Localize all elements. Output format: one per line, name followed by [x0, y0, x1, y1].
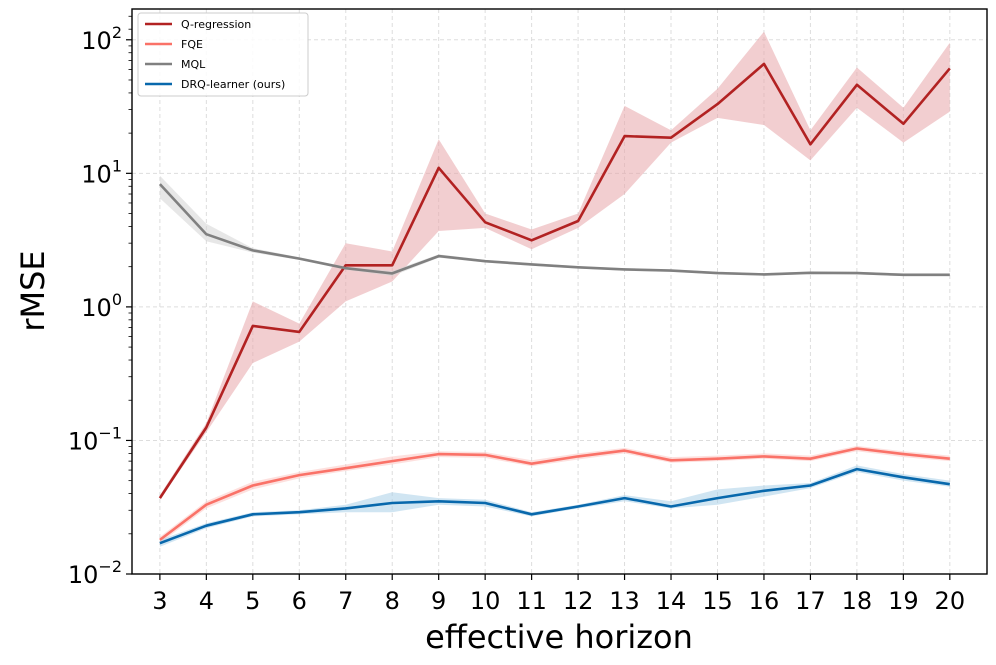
y-tick-base: 10: [81, 27, 112, 55]
x-tick-label: 3: [152, 587, 167, 615]
x-tick-label: 14: [656, 587, 687, 615]
y-tick-label: 10−1: [68, 423, 122, 455]
y-tick-label: 101: [81, 156, 122, 188]
x-tick-label: 8: [385, 587, 400, 615]
y-tick-base: 10: [68, 427, 99, 455]
confidence-bands: [159, 31, 950, 547]
y-tick-label: 102: [81, 23, 122, 55]
legend-label: Q-regression: [181, 18, 251, 31]
y-tick-exponent: −1: [98, 423, 122, 442]
x-tick-label: 17: [795, 587, 826, 615]
y-tick-exponent: 2: [112, 23, 122, 42]
y-tick-base: 10: [81, 294, 112, 322]
fqe-line: [159, 447, 950, 541]
drq-learner-ours-line: [159, 467, 950, 545]
legend: Q-regression FQE MQL DRQ-learner (ours): [137, 12, 309, 97]
plot-frame: [131, 8, 988, 575]
legend-label: MQL: [181, 58, 206, 71]
x-tick-label: 20: [935, 587, 966, 615]
x-axis-ticks: 3 4 5 6 7 8 9 10 11 12 13 14 15 16 17 18 19 20: [152, 574, 965, 615]
x-tick-label: 12: [563, 587, 594, 615]
q-regression-line: [158, 62, 951, 499]
y-tick-base: 10: [68, 561, 99, 589]
legend-label: DRQ-learner (ours): [181, 78, 285, 91]
y-tick-exponent: 0: [112, 290, 122, 309]
mql-line: [158, 183, 950, 277]
drq-learner-ours-band: [159, 465, 950, 547]
x-tick-label: 18: [842, 587, 873, 615]
x-tick-label: 4: [199, 587, 214, 615]
x-tick-label: 6: [292, 587, 307, 615]
y-tick-label: 100: [81, 290, 122, 322]
x-tick-label: 11: [516, 587, 547, 615]
x-tick-label: 5: [245, 587, 260, 615]
y-tick-exponent: 1: [112, 156, 122, 175]
y-axis-label: rMSE: [14, 250, 52, 331]
x-axis-label: effective horizon: [425, 618, 693, 656]
legend-label: FQE: [181, 38, 203, 51]
x-tick-label: 7: [338, 587, 353, 615]
x-tick-label: 13: [609, 587, 640, 615]
y-tick-label: 10−2: [68, 557, 122, 589]
legend-box: [137, 12, 309, 97]
x-tick-label: 10: [470, 587, 501, 615]
x-tick-label: 9: [431, 587, 446, 615]
series-lines: [158, 62, 951, 545]
x-tick-label: 19: [888, 587, 919, 615]
y-tick-exponent: −2: [98, 557, 122, 576]
x-tick-label: 16: [749, 587, 780, 615]
x-tick-label: 15: [702, 587, 733, 615]
y-tick-base: 10: [81, 160, 112, 188]
